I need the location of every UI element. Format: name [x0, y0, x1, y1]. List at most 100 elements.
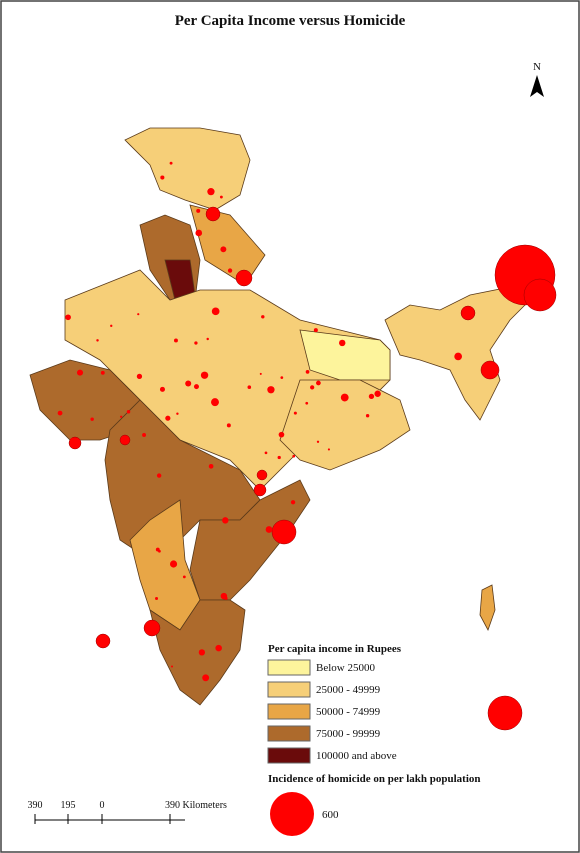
homicide-circle [95, 633, 111, 649]
homicide-circle [253, 483, 267, 497]
homicide-circle [278, 431, 285, 438]
legend-label: Below 25000 [316, 662, 375, 674]
homicide-circle [185, 380, 192, 387]
homicide-circle [165, 415, 171, 421]
homicide-circle [200, 371, 209, 379]
homicide-circle [202, 674, 210, 682]
homicide-circle [454, 352, 462, 361]
homicide-circle [271, 519, 297, 545]
homicide-circle [244, 272, 250, 279]
homicide-circle [160, 175, 165, 180]
income-legend: Per capita income in Rupees Below 25000 2… [267, 643, 402, 764]
region [124, 127, 251, 211]
homicide-circle [220, 246, 227, 253]
homicide-circle [137, 313, 140, 316]
homicide-circle [205, 206, 221, 222]
homicide-circle [195, 229, 203, 237]
homicide-circle [264, 451, 268, 455]
legend-swatch [267, 747, 311, 764]
region [479, 584, 496, 631]
legend-label: 50000 - 74999 [316, 706, 381, 718]
scale-bar: 390 195 0 390 Kilometers [28, 800, 227, 824]
homicide-circle [316, 440, 320, 443]
map-title: Per Capita Income versus Homicide [175, 13, 406, 29]
homicide-circle [305, 401, 309, 405]
legend-label: 100000 and above [316, 750, 397, 762]
homicide-circle [365, 414, 370, 418]
homicide-circle [169, 161, 173, 165]
region [149, 599, 246, 706]
homicide-circle [316, 380, 321, 386]
homicide-circle [155, 547, 160, 552]
north-arrow: N [530, 61, 544, 97]
homicide-circle [215, 644, 222, 652]
homicide-circle [277, 455, 281, 460]
homicide-circle [169, 560, 178, 568]
homicide-circle [235, 269, 253, 287]
homicide-circle [222, 517, 229, 524]
homicide-circle [523, 278, 557, 312]
north-arrow-shape [530, 75, 544, 97]
legend-swatch [267, 703, 311, 720]
scale-label: 195 [61, 800, 76, 811]
homicide-circle [208, 463, 214, 469]
homicide-circle [340, 393, 349, 402]
legend-swatch [267, 659, 311, 676]
homicide-circle [155, 596, 159, 601]
region [189, 204, 266, 286]
homicide-circle [119, 415, 123, 418]
homicide-circle [305, 369, 310, 374]
homicide-circle [206, 337, 209, 341]
region [279, 379, 411, 471]
homicide-circle [256, 469, 268, 481]
homicide-circle [156, 473, 162, 478]
homicide-circle [198, 649, 206, 656]
homicide-circle [211, 398, 219, 407]
homicide-circle [220, 592, 228, 600]
legend-title: Incidence of homicide on per lakh popula… [268, 773, 481, 785]
scale-label: 0 [100, 800, 105, 811]
legend-label: 25000 - 49999 [316, 684, 381, 696]
homicide-circle [310, 385, 315, 390]
scale-label: 390 [28, 800, 43, 811]
homicide-circle [176, 412, 179, 415]
homicide-circle [70, 438, 74, 442]
homicide-circles [57, 161, 557, 731]
homicide-circle [182, 575, 186, 579]
legend-swatch [267, 725, 311, 742]
homicide-circle [368, 393, 375, 400]
homicide-circle [193, 384, 199, 390]
homicide-circle [65, 314, 71, 321]
homicide-circle [292, 454, 296, 458]
legend-circle [270, 792, 314, 836]
north-label: N [533, 61, 541, 73]
homicide-circle [159, 386, 165, 392]
homicide-circle [280, 376, 284, 380]
homicide-circle [136, 373, 143, 380]
homicide-circle [194, 341, 198, 345]
homicide-circle [227, 268, 233, 273]
homicide-circle [57, 410, 63, 416]
homicide-circle [219, 195, 223, 199]
homicide-circle [76, 369, 84, 376]
homicide-circle [327, 448, 330, 451]
homicide-circle [293, 411, 297, 415]
homicide-circle [110, 324, 113, 328]
homicide-circle [143, 619, 161, 637]
homicide-circle [261, 315, 265, 319]
homicide-circle [247, 385, 252, 390]
homicide-circle [313, 328, 318, 333]
homicide-circle [100, 370, 105, 375]
scale-label: 390 Kilometers [165, 800, 227, 811]
homicide-circle [267, 386, 275, 394]
homicide-circle [96, 339, 99, 342]
homicide-circle [265, 526, 273, 533]
homicide-circle [196, 208, 201, 213]
india-regions [29, 127, 531, 706]
homicide-circle [259, 372, 262, 375]
legend-circle-label: 600 [322, 809, 339, 821]
homicide-circle [487, 695, 523, 731]
region [384, 284, 531, 421]
homicide-circle [211, 307, 220, 316]
